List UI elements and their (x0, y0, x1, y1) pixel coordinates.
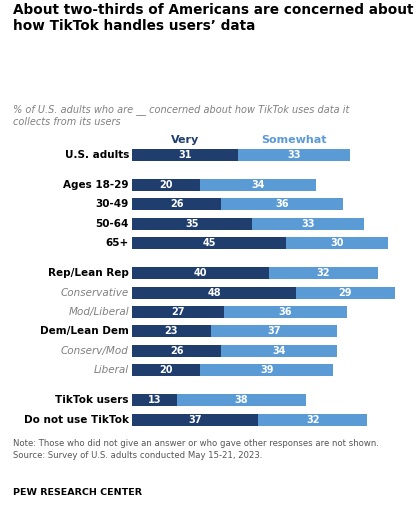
Bar (132, 237, 286, 249)
Text: 36: 36 (276, 199, 289, 209)
Text: TikTok users: TikTok users (55, 395, 129, 405)
Bar (221, 198, 344, 210)
Text: Mod/Liberal: Mod/Liberal (68, 307, 129, 317)
Text: 31: 31 (178, 150, 192, 160)
Text: 34: 34 (272, 346, 286, 356)
Bar (200, 364, 333, 376)
Text: 48: 48 (207, 288, 221, 298)
Text: 65+: 65+ (106, 238, 129, 248)
Text: 23: 23 (165, 326, 178, 336)
Bar (132, 149, 238, 161)
Text: 20: 20 (160, 180, 173, 190)
Text: 27: 27 (171, 307, 185, 317)
Text: 50-64: 50-64 (95, 218, 129, 229)
Text: Dem/Lean Dem: Dem/Lean Dem (40, 326, 129, 336)
Text: 32: 32 (316, 268, 330, 278)
Bar (211, 325, 337, 337)
Bar (132, 267, 268, 279)
Text: PEW RESEARCH CENTER: PEW RESEARCH CENTER (13, 488, 142, 497)
Text: Very: Very (171, 135, 199, 145)
Text: 30-49: 30-49 (96, 199, 129, 209)
Text: 20: 20 (160, 365, 173, 375)
Text: Conservative: Conservative (60, 288, 129, 298)
Text: 37: 37 (267, 326, 281, 336)
Bar (296, 287, 394, 299)
Text: 26: 26 (170, 346, 183, 356)
Bar (132, 306, 224, 318)
Bar (132, 179, 200, 191)
Text: 40: 40 (194, 268, 207, 278)
Bar (132, 364, 200, 376)
Bar (132, 325, 211, 337)
Bar (132, 345, 221, 357)
Text: 32: 32 (306, 415, 320, 425)
Bar (132, 394, 176, 406)
Text: Note: Those who did not give an answer or who gave other responses are not shown: Note: Those who did not give an answer o… (13, 439, 378, 460)
Text: U.S. adults: U.S. adults (65, 150, 129, 160)
Bar (286, 237, 388, 249)
Text: 37: 37 (189, 415, 202, 425)
Text: 39: 39 (260, 365, 273, 375)
Text: 34: 34 (252, 180, 265, 190)
Text: 33: 33 (287, 150, 301, 160)
Bar (258, 414, 368, 426)
Text: Conserv/Mod: Conserv/Mod (61, 346, 129, 356)
Bar (200, 179, 316, 191)
Text: 36: 36 (279, 307, 292, 317)
Text: Rep/Lean Rep: Rep/Lean Rep (48, 268, 129, 278)
Text: 33: 33 (301, 218, 315, 229)
Text: Liberal: Liberal (94, 365, 129, 375)
Text: 29: 29 (339, 288, 352, 298)
Bar (132, 198, 221, 210)
Text: 45: 45 (202, 238, 216, 248)
Text: About two-thirds of Americans are concerned about
how TikTok handles users’ data: About two-thirds of Americans are concer… (13, 3, 413, 34)
Bar (268, 267, 378, 279)
Bar (176, 394, 306, 406)
Text: 35: 35 (185, 218, 199, 229)
Bar (132, 287, 296, 299)
Text: 38: 38 (234, 395, 248, 405)
Bar (132, 414, 258, 426)
Bar (132, 218, 252, 230)
Text: Ages 18-29: Ages 18-29 (63, 180, 129, 190)
Bar (224, 306, 347, 318)
Bar (238, 149, 350, 161)
Text: Do not use TikTok: Do not use TikTok (24, 415, 129, 425)
Text: % of U.S. adults who are __ concerned about how TikTok uses data it
collects fro: % of U.S. adults who are __ concerned ab… (13, 104, 349, 128)
Text: 26: 26 (170, 199, 183, 209)
Bar (252, 218, 364, 230)
Text: Somewhat: Somewhat (261, 135, 327, 145)
Text: 13: 13 (148, 395, 161, 405)
Bar (221, 345, 337, 357)
Text: 30: 30 (330, 238, 344, 248)
